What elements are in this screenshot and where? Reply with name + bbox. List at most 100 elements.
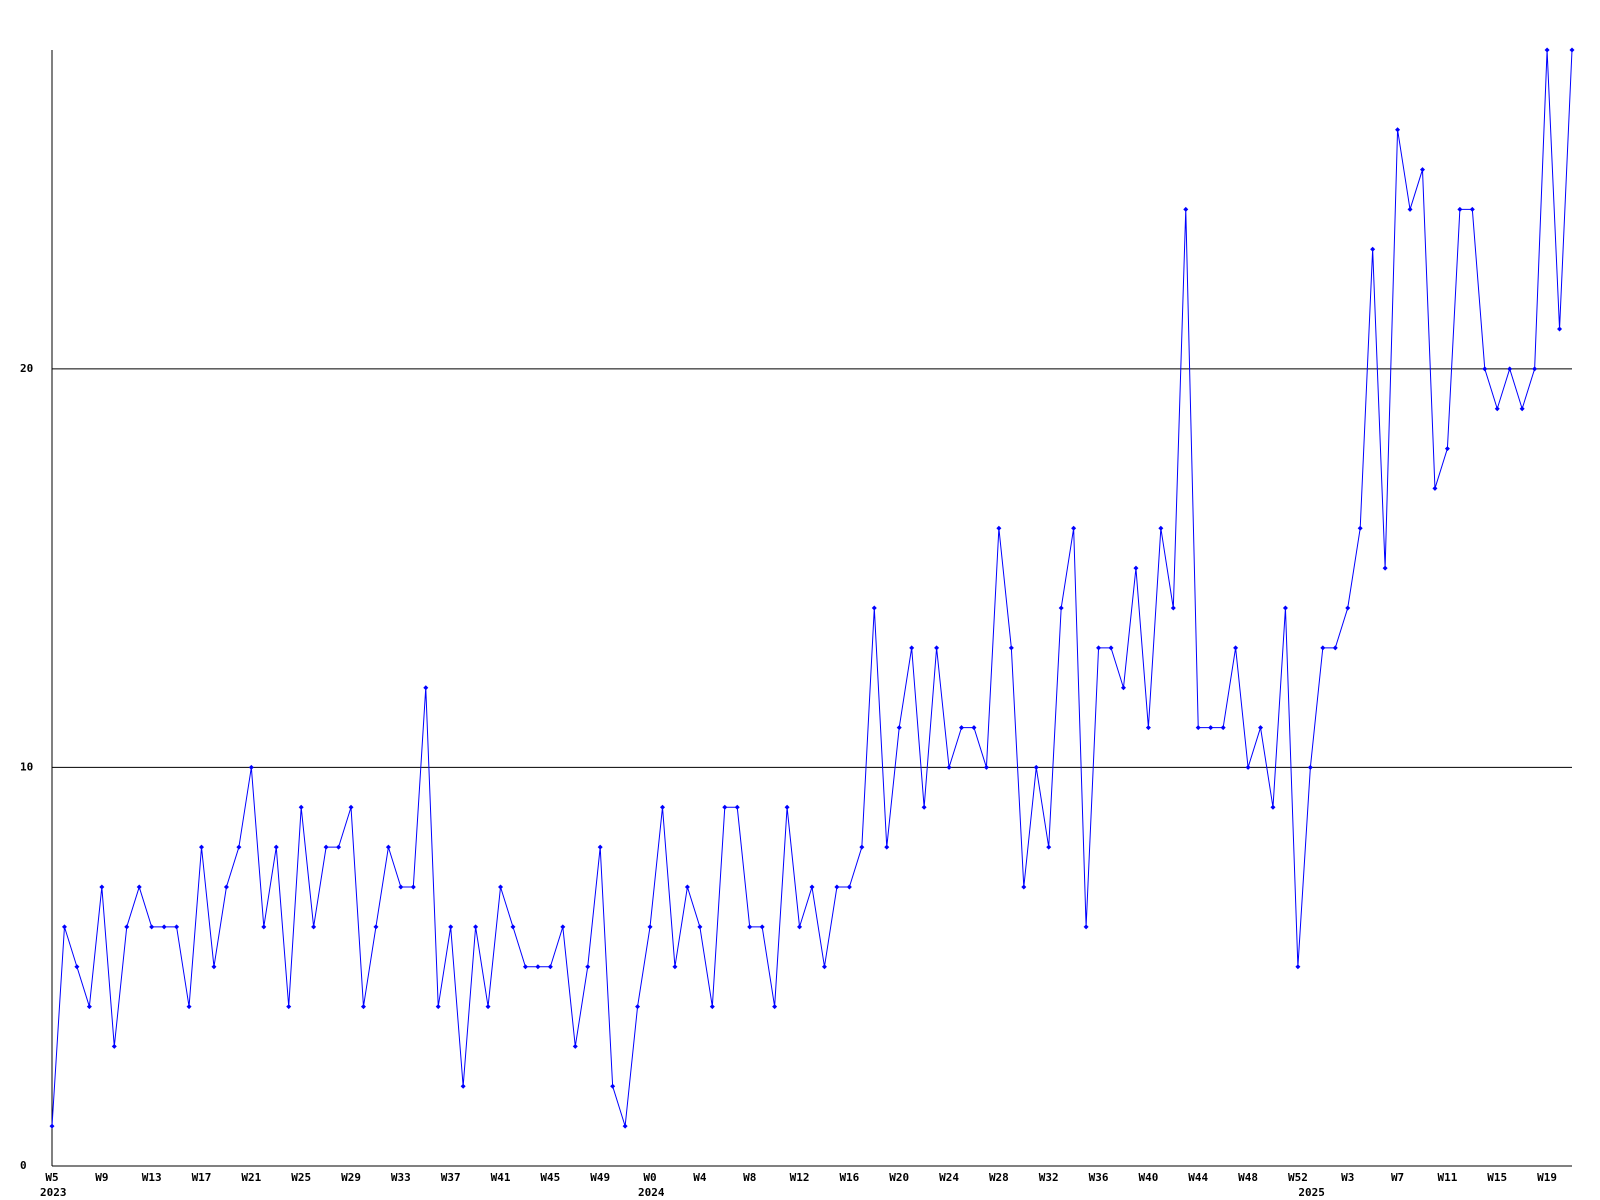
x-tick-label: W0 xyxy=(643,1171,656,1184)
data-point xyxy=(223,884,229,890)
data-point xyxy=(610,1083,616,1089)
data-point xyxy=(398,884,404,890)
data-point xyxy=(323,844,329,850)
data-point xyxy=(199,844,205,850)
data-point xyxy=(585,964,591,970)
data-point xyxy=(273,844,279,850)
data-point xyxy=(1307,764,1313,770)
data-point xyxy=(809,884,815,890)
data-point xyxy=(1195,725,1201,731)
data-point xyxy=(248,764,254,770)
x-tick-label: W21 xyxy=(241,1171,261,1184)
data-point xyxy=(1544,47,1550,53)
x-tick-label: W24 xyxy=(939,1171,959,1184)
data-point xyxy=(236,844,242,850)
data-point xyxy=(1332,645,1338,651)
data-point xyxy=(547,964,553,970)
x-tick-label: W16 xyxy=(839,1171,859,1184)
x-tick-label: W40 xyxy=(1138,1171,1158,1184)
x-tick-label: W33 xyxy=(391,1171,411,1184)
data-point xyxy=(1432,485,1438,491)
data-point xyxy=(709,1004,715,1010)
x-tick-label: W45 xyxy=(540,1171,560,1184)
x-tick-label: W29 xyxy=(341,1171,361,1184)
data-point xyxy=(86,1004,92,1010)
data-point xyxy=(1008,645,1014,651)
y-tick-label: 20 xyxy=(20,362,33,375)
data-point xyxy=(211,964,217,970)
x-tick-label: W25 xyxy=(291,1171,311,1184)
data-point xyxy=(435,1004,441,1010)
data-point xyxy=(1345,605,1351,611)
data-point xyxy=(1033,764,1039,770)
data-point xyxy=(373,924,379,930)
data-point xyxy=(1058,605,1064,611)
data-point xyxy=(1096,645,1102,651)
data-point xyxy=(921,804,927,810)
data-point xyxy=(1245,764,1251,770)
x-tick-label: W44 xyxy=(1188,1171,1208,1184)
data-point xyxy=(286,1004,292,1010)
data-point xyxy=(1083,924,1089,930)
x-tick-label: W37 xyxy=(441,1171,461,1184)
data-point xyxy=(348,804,354,810)
data-point xyxy=(946,764,952,770)
data-point xyxy=(1145,725,1151,731)
data-point xyxy=(647,924,653,930)
x-tick-label: W41 xyxy=(491,1171,511,1184)
data-point xyxy=(1419,167,1425,173)
x-tick-label: W28 xyxy=(989,1171,1009,1184)
data-point xyxy=(1108,645,1114,651)
data-point xyxy=(1395,127,1401,133)
x-tick-label: W11 xyxy=(1437,1171,1457,1184)
data-point xyxy=(261,924,267,930)
x-tick-label: W52 xyxy=(1288,1171,1308,1184)
data-point xyxy=(1158,525,1164,531)
data-point xyxy=(1071,525,1077,531)
data-point xyxy=(1220,725,1226,731)
x-tick-label: W8 xyxy=(743,1171,756,1184)
data-point xyxy=(360,1004,366,1010)
data-point xyxy=(983,764,989,770)
data-point xyxy=(884,844,890,850)
data-point xyxy=(136,884,142,890)
data-point xyxy=(510,924,516,930)
data-point xyxy=(1208,725,1214,731)
data-line xyxy=(51,49,1573,1127)
data-point xyxy=(797,924,803,930)
data-point xyxy=(684,884,690,890)
data-point xyxy=(1457,206,1463,212)
data-point xyxy=(1370,246,1376,252)
data-point xyxy=(846,884,852,890)
data-point xyxy=(1482,366,1488,372)
data-point xyxy=(1569,47,1575,53)
data-point xyxy=(871,605,877,611)
x-tick-label: W19 xyxy=(1537,1171,1557,1184)
data-point xyxy=(161,924,167,930)
year-label: 2024 xyxy=(638,1186,665,1199)
data-point xyxy=(186,1004,192,1010)
data-point xyxy=(336,844,342,850)
data-point xyxy=(74,964,80,970)
data-point xyxy=(1469,206,1475,212)
data-point xyxy=(99,884,105,890)
data-point xyxy=(111,1043,117,1049)
data-point xyxy=(834,884,840,890)
data-point xyxy=(697,924,703,930)
data-point xyxy=(734,804,740,810)
data-point xyxy=(410,884,416,890)
y-tick-label: 10 xyxy=(20,760,33,773)
data-point xyxy=(448,924,454,930)
data-point xyxy=(859,844,865,850)
data-point xyxy=(934,645,940,651)
data-point xyxy=(759,924,765,930)
data-point xyxy=(124,924,130,930)
data-point xyxy=(659,804,665,810)
data-point xyxy=(1507,366,1513,372)
x-tick-label: W12 xyxy=(790,1171,810,1184)
data-point xyxy=(1407,206,1413,212)
x-tick-label: W49 xyxy=(590,1171,610,1184)
x-tick-label: W15 xyxy=(1487,1171,1507,1184)
x-tick-label: W5 xyxy=(45,1171,58,1184)
